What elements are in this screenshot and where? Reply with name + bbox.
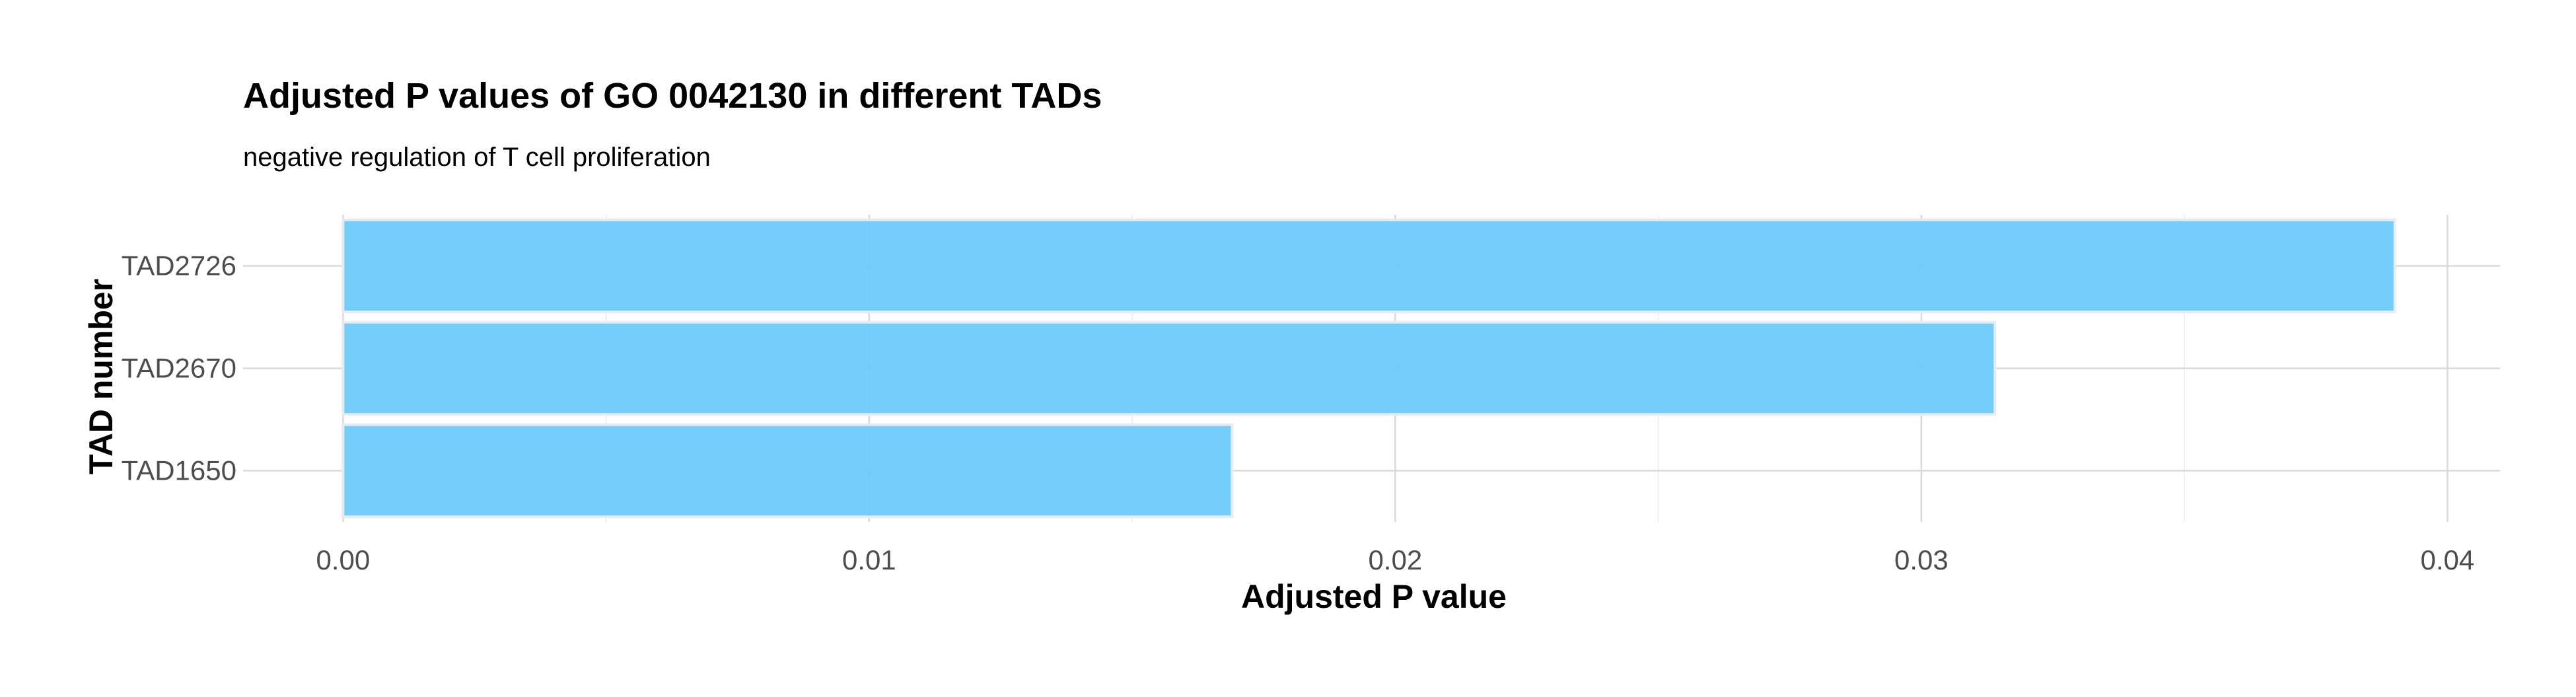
bar-tad2670	[341, 320, 1997, 416]
chart-subtitle: negative regulation of T cell proliferat…	[243, 143, 711, 172]
y-tick-label-tad2726: TAD2726	[122, 250, 236, 281]
y-tick-label-tad2670: TAD2670	[122, 353, 236, 384]
x-tick-label-3: 0.03	[1894, 544, 1949, 575]
chart-title: Adjusted P values of GO 0042130 in diffe…	[243, 76, 1102, 116]
x-axis-title: Adjusted P value	[1241, 578, 1507, 615]
bar-tad2726	[341, 218, 2396, 314]
bars	[341, 218, 2396, 519]
x-tick-label-0: 0.00	[316, 544, 370, 575]
x-tick-label-2: 0.02	[1368, 544, 1422, 575]
x-tick-label-4: 0.04	[2420, 544, 2474, 575]
y-tick-label-tad1650: TAD1650	[122, 455, 236, 486]
y-axis-ticks: TAD2726 TAD2670 TAD1650	[122, 250, 236, 486]
bar-tad1650	[341, 423, 1234, 519]
y-axis-title: TAD number	[83, 279, 120, 474]
x-axis-ticks: 0.00 0.01 0.02 0.03 0.04	[316, 544, 2474, 575]
x-tick-label-1: 0.01	[842, 544, 896, 575]
